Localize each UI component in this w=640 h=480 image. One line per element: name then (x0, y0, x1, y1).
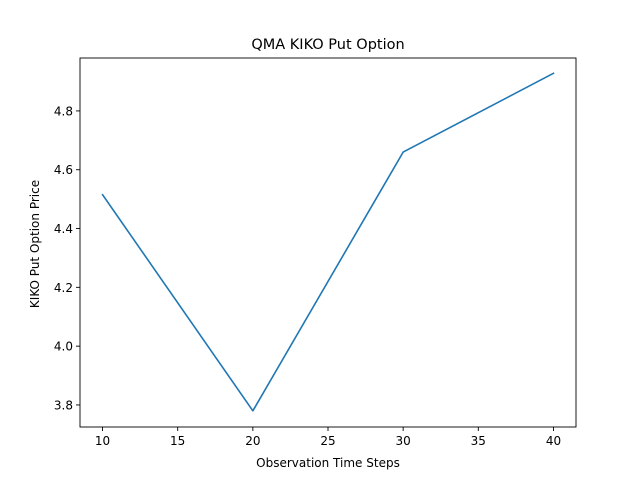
y-tick-label-4: 4.0 (54, 340, 73, 354)
x-tick-label-30: 30 (396, 434, 411, 448)
x-tick-label-40: 40 (546, 434, 561, 448)
y-tick-label-4.8: 4.8 (54, 104, 73, 118)
y-tick-label-4.6: 4.6 (54, 163, 73, 177)
x-tick-label-15: 15 (170, 434, 185, 448)
y-tick-label-4.4: 4.4 (54, 222, 73, 236)
x-axis-label: Observation Time Steps (256, 456, 400, 470)
x-tick-label-25: 25 (320, 434, 335, 448)
axes-frame (79, 57, 577, 428)
y-axis-label: KIKO Put Option Price (28, 180, 42, 308)
x-tick-label-10: 10 (95, 434, 110, 448)
chart-title: QMA KIKO Put Option (251, 37, 404, 53)
y-tick-label-3.8: 3.8 (54, 398, 73, 412)
plot-area: 10 15 20 25 30 35 40 3.8 4.0 4.2 4.4 4.6 4.8 (54, 57, 577, 448)
y-tick-label-4.2: 4.2 (54, 281, 73, 295)
x-tick-label-35: 35 (471, 434, 486, 448)
x-tick-label-20: 20 (245, 434, 260, 448)
series-line-0 (101, 72, 555, 412)
